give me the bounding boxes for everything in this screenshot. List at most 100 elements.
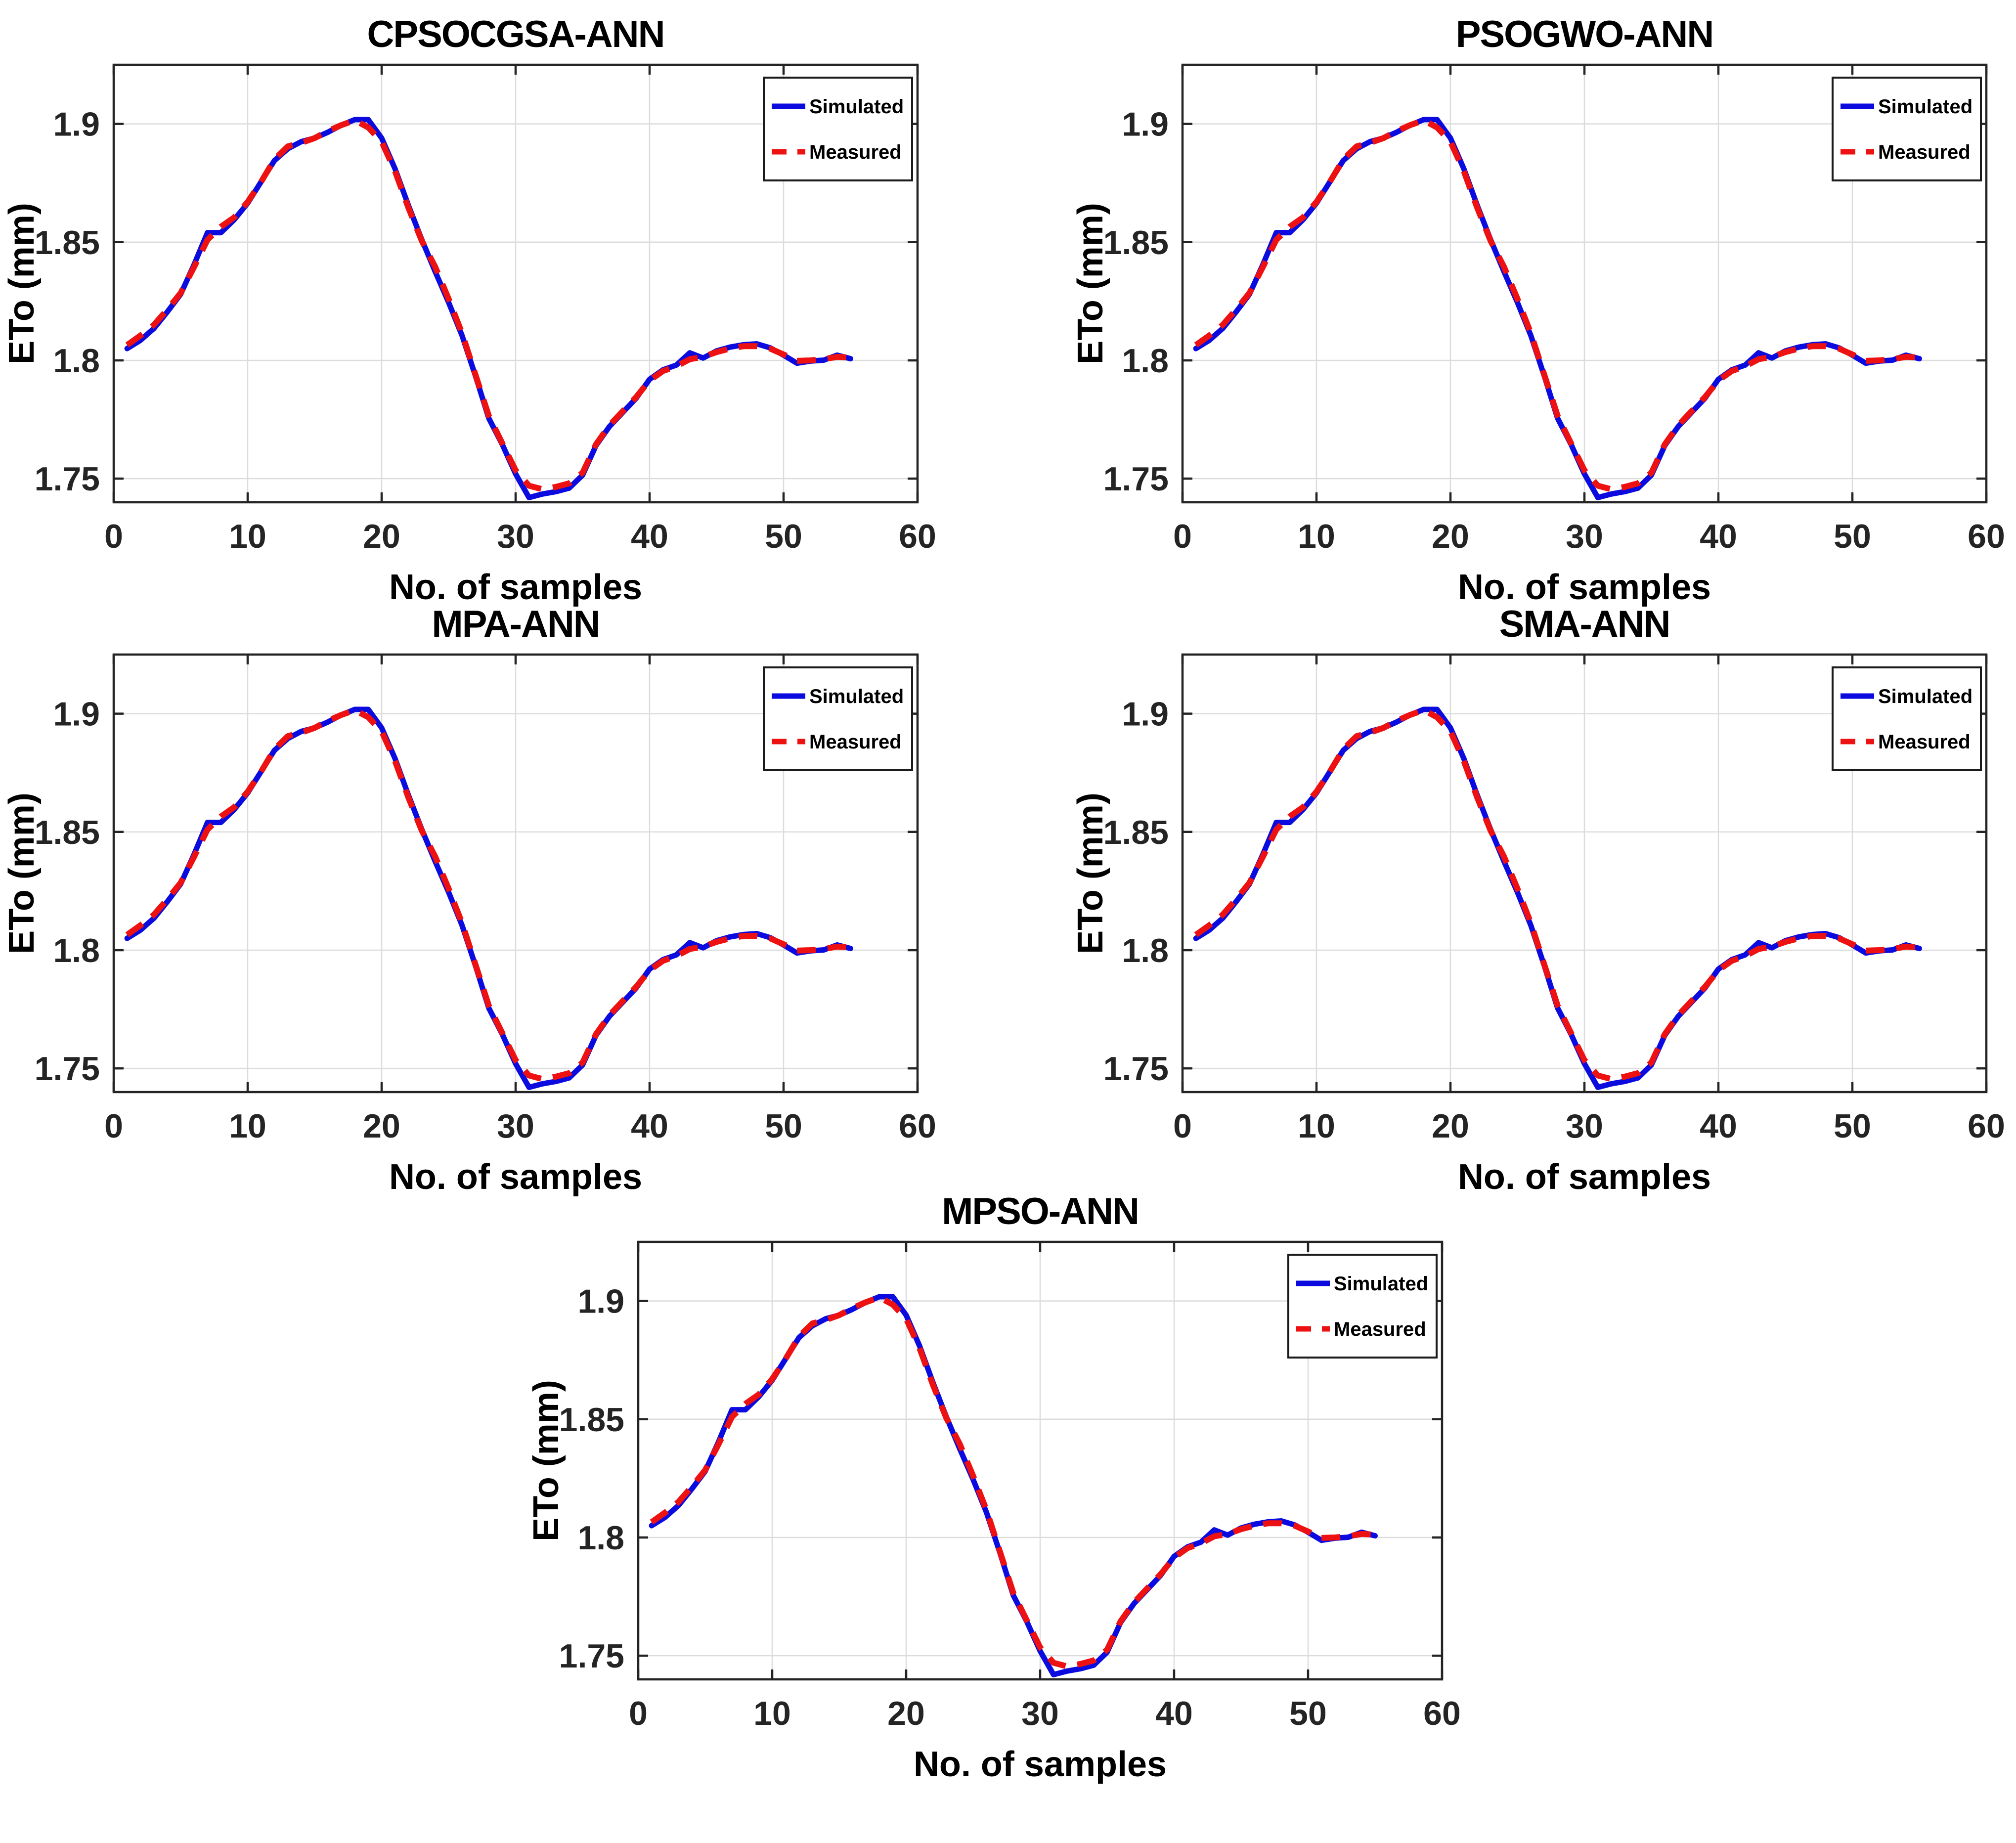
legend-simulated-label: Simulated [1878,686,1972,707]
legend-simulated-label: Simulated [809,96,904,118]
x-tick-label: 50 [765,518,802,555]
y-axis-label: ETo (mm) [2,792,42,954]
chart-title: PSOGWO-ANN [1456,13,1713,55]
x-tick-label: 30 [497,1107,534,1145]
x-tick-label: 10 [229,518,266,555]
grid-lines [638,1242,1442,1679]
legend-simulated-label: Simulated [809,686,904,707]
measured-line [1194,707,1920,1082]
x-tick-label: 10 [1298,1107,1335,1145]
x-tick-label: 0 [104,518,123,555]
y-axis-label: ETo (mm) [526,1380,566,1541]
x-tick-label: 40 [1155,1695,1193,1732]
y-tick-label: 1.8 [577,1519,624,1557]
x-tick-label: 60 [899,1107,936,1145]
x-axis-label: No. of samples [389,1157,642,1197]
simulated-line [1193,706,1922,1090]
y-tick-label: 1.8 [1122,342,1169,380]
x-tick-label: 60 [1968,1107,2005,1145]
x-tick-label: 50 [1289,1695,1327,1732]
x-tick-label: 20 [363,1107,400,1145]
y-tick-label: 1.85 [1103,224,1169,262]
y-tick-label: 1.9 [53,106,100,143]
x-axis-label: No. of samples [389,568,642,607]
y-tick-label: 1.8 [53,342,100,380]
x-tick-label: 60 [1968,518,2005,555]
legend-measured-label: Measured [809,141,902,163]
y-axis-label: ETo (mm) [1071,203,1110,364]
chart-title: MPSO-ANN [942,1190,1139,1232]
x-tick-label: 50 [1834,518,1871,555]
y-axis-label: ETo (mm) [2,203,42,364]
subplot-svg: 0 10 20 30 40 50 60 1.75 1.8 1.85 1.9 MPA-ANN No. of… [2,603,936,1197]
x-tick-label: 10 [229,1107,266,1145]
x-tick-label: 30 [1566,1107,1603,1145]
y-axis-label: ETo (mm) [1071,792,1110,954]
chart-cpsocgsa-ann: 0 10 20 30 40 50 60 1.75 1.8 1.85 1.9 CPSOCGSA-ANN N… [0,0,1028,614]
y-tick-label: 1.75 [559,1637,624,1675]
y-tick-label: 1.8 [53,932,100,969]
legend-measured-label: Measured [1878,141,1971,163]
x-tick-label: 20 [1432,1107,1469,1145]
x-tick-label: 20 [363,518,400,555]
x-axis-label: No. of samples [1458,568,1711,607]
legend-box [763,666,913,771]
subplot-svg: 0 10 20 30 40 50 60 1.75 1.8 1.85 1.9 PSOGWO-ANN No.… [1071,13,2005,607]
x-tick-label: 60 [1423,1695,1461,1732]
subplot-svg: 0 10 20 30 40 50 60 1.75 1.8 1.85 1.9 MPSO-ANN No. o… [526,1190,1461,1784]
x-tick-label: 40 [631,518,668,555]
x-axis-label: No. of samples [914,1745,1167,1784]
x-tick-label: 10 [1298,518,1335,555]
x-tick-label: 0 [629,1695,648,1732]
legend-simulated-label: Simulated [1334,1273,1428,1295]
legend: Simulated Measured [763,666,913,771]
y-tick-label: 1.9 [53,696,100,733]
x-tick-label: 20 [887,1695,925,1732]
legend: Simulated Measured [763,77,913,181]
x-tick-label: 50 [1834,1107,1871,1145]
chart-sma-ann: 0 10 20 30 40 50 60 1.75 1.8 1.85 1.9 SMA-ANN No. of… [1069,590,2016,1204]
legend: Simulated Measured [1832,666,1982,771]
y-tick-label: 1.85 [1103,814,1169,851]
simulated-line [124,706,853,1090]
chart-title: MPA-ANN [432,603,599,645]
subplot-svg: 0 10 20 30 40 50 60 1.75 1.8 1.85 1.9 CPSOCGSA-ANN N… [2,13,936,607]
y-tick-label: 1.85 [35,814,100,851]
y-tick-label: 1.85 [559,1401,624,1439]
y-tick-label: 1.75 [1103,1050,1169,1088]
tick-marks [637,1242,1444,1679]
x-tick-label: 40 [631,1107,668,1145]
chart-mpa-ann: 0 10 20 30 40 50 60 1.75 1.8 1.85 1.9 MPA-ANN No. of… [0,590,1028,1204]
measured-line [650,1294,1375,1669]
tick-marks [1181,65,1988,502]
subplot-svg: 0 10 20 30 40 50 60 1.75 1.8 1.85 1.9 SMA-ANN No. of… [1071,603,2005,1197]
chart-title: CPSOCGSA-ANN [367,13,664,55]
simulated-line [649,1294,1378,1677]
y-tick-label: 1.75 [35,460,100,498]
y-tick-label: 1.9 [1122,106,1169,143]
x-tick-label: 60 [899,518,936,555]
legend-measured-label: Measured [1334,1318,1426,1340]
x-tick-label: 30 [1021,1695,1059,1732]
measured-line [125,707,851,1082]
chart-psogwo-ann: 0 10 20 30 40 50 60 1.75 1.8 1.85 1.9 PSOGWO-ANN No.… [1069,0,2016,614]
y-tick-label: 1.9 [577,1283,624,1320]
x-tick-label: 30 [1566,518,1603,555]
legend-box [1287,1254,1438,1359]
legend-measured-label: Measured [1878,731,1971,753]
tick-marks [1181,655,1988,1092]
x-tick-label: 30 [497,518,534,555]
x-tick-label: 0 [1173,518,1192,555]
chart-mpso-ann: 0 10 20 30 40 50 60 1.75 1.8 1.85 1.9 MPSO-ANN No. o… [525,1177,1553,1792]
legend: Simulated Measured [1287,1254,1438,1359]
legend-measured-label: Measured [809,731,902,753]
legend-box [1832,77,1982,181]
measured-line [125,117,851,492]
legend-simulated-label: Simulated [1878,96,1972,118]
y-tick-label: 1.85 [35,224,100,262]
legend-box [763,77,913,181]
y-tick-label: 1.9 [1122,696,1169,733]
x-tick-label: 0 [1173,1107,1192,1145]
x-tick-label: 50 [765,1107,802,1145]
